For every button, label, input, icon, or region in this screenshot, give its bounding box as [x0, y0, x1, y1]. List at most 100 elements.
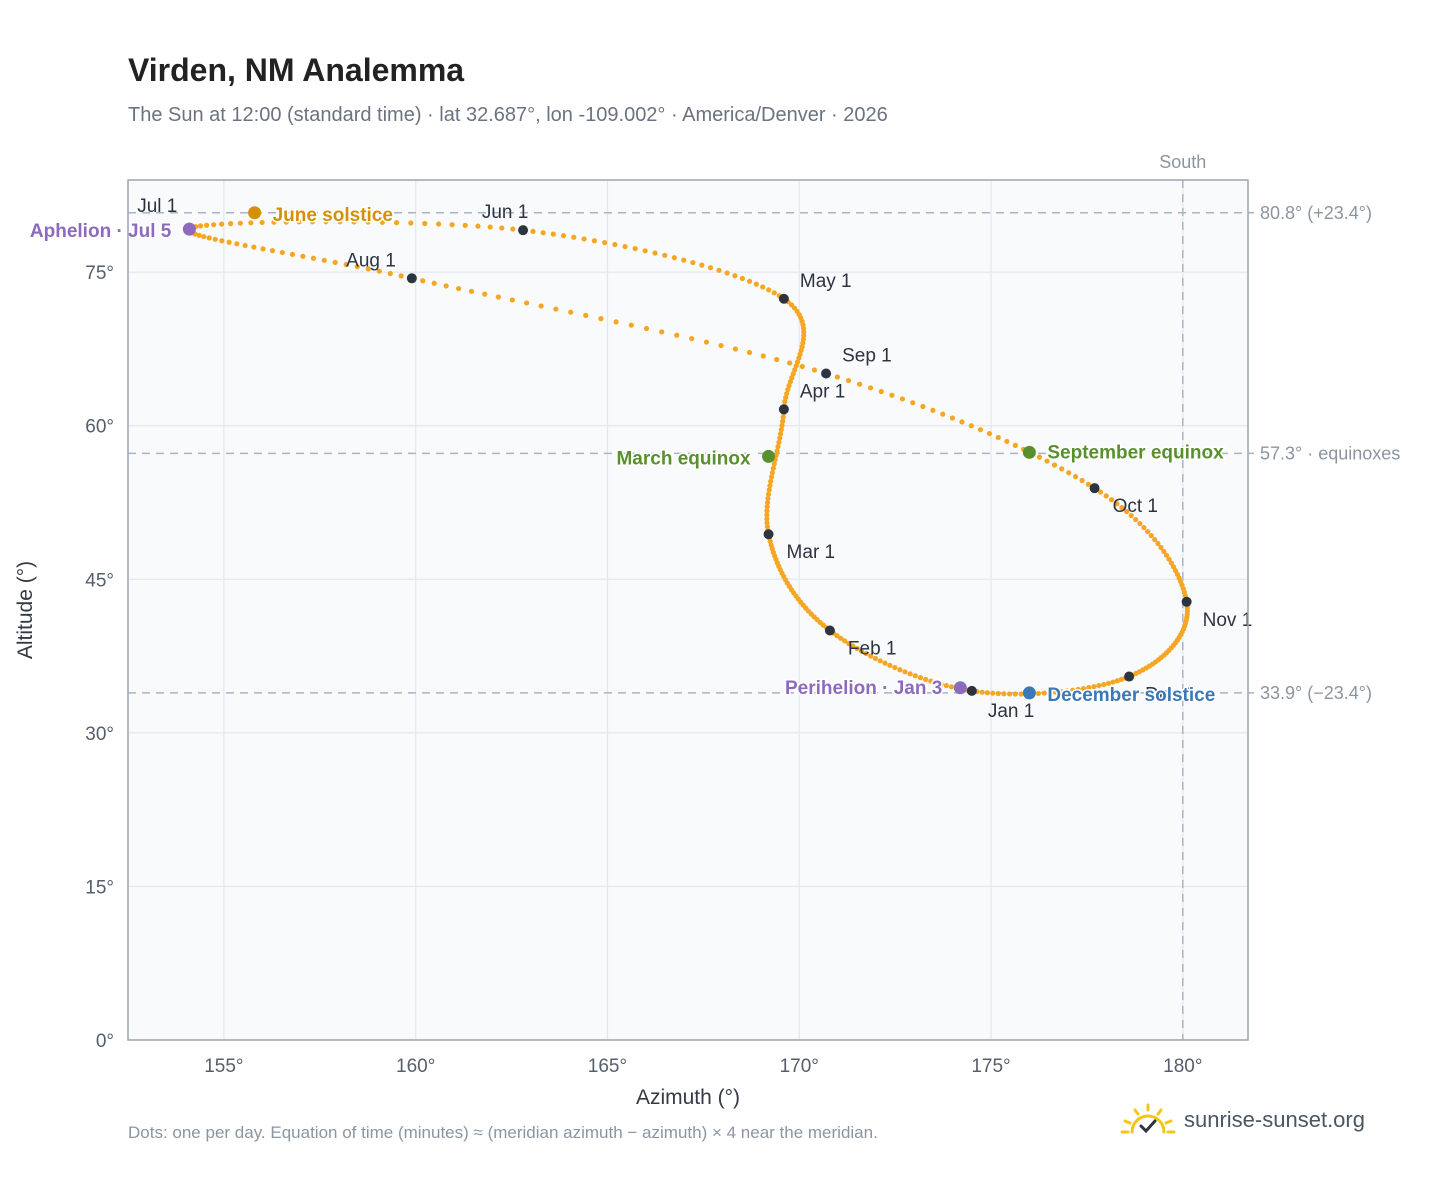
- daily-dot: [765, 491, 772, 497]
- axes: 155° 160° 165° 170° 175° 180° 0° 15° 30° 45° 60° 75…: [14, 152, 1400, 1109]
- daily-dot: [1155, 540, 1161, 547]
- daily-dot: [1085, 481, 1092, 487]
- event-label: December solstice: [1047, 685, 1215, 706]
- daily-dot: [850, 643, 856, 649]
- daily-dot: [933, 680, 939, 686]
- daily-dot: [769, 470, 775, 476]
- daily-dot: [259, 219, 265, 226]
- daily-dot: [930, 407, 936, 413]
- daily-dot: [768, 478, 774, 484]
- month-marker: [778, 404, 789, 415]
- daily-dot: [652, 250, 658, 256]
- daily-dot: [790, 371, 796, 377]
- daily-dot: [868, 653, 874, 659]
- daily-dot: [838, 635, 844, 641]
- month-marker: [966, 685, 977, 696]
- daily-dot: [379, 219, 385, 225]
- daily-dot: [764, 504, 770, 510]
- event-marker: [953, 681, 967, 695]
- event-label: Aphelion · Jul 5: [30, 221, 172, 242]
- daily-dot: [530, 228, 536, 234]
- daily-dot: [1145, 528, 1151, 535]
- daily-dot: [435, 221, 442, 227]
- daily-dot: [922, 676, 929, 682]
- daily-dot: [510, 226, 516, 232]
- daily-dot: [524, 300, 530, 306]
- daily-dot: [780, 418, 786, 424]
- daily-dot: [1091, 684, 1097, 690]
- event-marker: [182, 222, 196, 236]
- daily-dot: [1168, 560, 1174, 566]
- daily-dot: [571, 234, 577, 240]
- daily-dot: [289, 251, 296, 257]
- daily-dot: [732, 346, 739, 352]
- daily-dot: [1103, 493, 1109, 499]
- daily-dot: [774, 356, 780, 363]
- daily-dot: [310, 255, 317, 261]
- daily-dot: [321, 257, 327, 263]
- daily-dot: [269, 248, 276, 254]
- daily-dot: [260, 246, 266, 252]
- daily-dot: [197, 223, 204, 229]
- event-label: June solstice: [273, 205, 393, 226]
- daily-dot: [602, 239, 608, 246]
- daily-dot: [234, 241, 240, 247]
- daily-dot: [1086, 685, 1092, 691]
- daily-dot: [1105, 680, 1112, 686]
- event-markers: June solstice March equinox September equi…: [28, 203, 1225, 707]
- daily-dot: [1119, 505, 1125, 511]
- daily-dot: [681, 257, 687, 263]
- daily-dot: [212, 236, 218, 242]
- daily-dot: [689, 336, 695, 342]
- daily-dot: [279, 249, 285, 256]
- y-tick-label: 30°: [85, 724, 114, 745]
- daily-dot: [902, 669, 908, 675]
- daily-dot: [560, 233, 567, 239]
- daily-dot: [872, 655, 878, 662]
- daily-dot: [910, 400, 916, 406]
- daily-dot: [857, 381, 863, 387]
- daily-dot: [887, 662, 893, 668]
- daily-dot: [351, 219, 357, 225]
- footnote: Dots: one per day. Equation of time (min…: [128, 1123, 878, 1142]
- daily-dot: [1141, 524, 1147, 531]
- x-tick-label: 155°: [204, 1056, 243, 1077]
- daily-dot: [846, 640, 852, 647]
- daily-dot: [766, 287, 772, 293]
- daily-dot: [774, 448, 780, 454]
- y-axis-label: Altitude (°): [14, 561, 37, 659]
- daily-dot: [984, 690, 990, 696]
- daily-dot: [538, 303, 544, 309]
- daily-dot: [237, 220, 243, 226]
- daily-dot: [468, 288, 475, 294]
- month-label: Jan 1: [988, 701, 1034, 722]
- daily-dot: [764, 500, 771, 506]
- daily-dot: [443, 283, 449, 289]
- daily-dot: [628, 322, 634, 328]
- brand-name[interactable]: sunrise-sunset.org: [1184, 1107, 1365, 1132]
- chart-subtitle: The Sun at 12:00 (standard time) · lat 3…: [128, 104, 888, 126]
- daily-dot: [995, 434, 1001, 441]
- daily-dot: [786, 383, 792, 389]
- brand[interactable]: sunrise-sunset.org: [1120, 1102, 1365, 1138]
- daily-dot: [622, 243, 628, 250]
- event-label: September equinox: [1047, 442, 1224, 463]
- daily-dot: [583, 312, 589, 318]
- daily-dot: [787, 379, 793, 385]
- month-marker: [778, 293, 789, 304]
- daily-dot: [799, 363, 805, 370]
- daily-dot: [767, 483, 773, 489]
- y-tick-label: 60°: [85, 417, 114, 438]
- daily-dot: [716, 267, 722, 273]
- daily-dot: [768, 474, 775, 480]
- event-label: Perihelion · Jan 3: [785, 678, 942, 699]
- daily-dot: [834, 374, 840, 380]
- y-tick-label: 75°: [85, 263, 114, 284]
- daily-dot: [1058, 688, 1065, 695]
- daily-dot: [776, 439, 782, 445]
- month-label: Jun 1: [482, 202, 528, 223]
- daily-dot: [782, 398, 788, 405]
- daily-dot: [928, 678, 934, 684]
- month-marker: [1124, 671, 1135, 682]
- daily-dot: [482, 291, 488, 297]
